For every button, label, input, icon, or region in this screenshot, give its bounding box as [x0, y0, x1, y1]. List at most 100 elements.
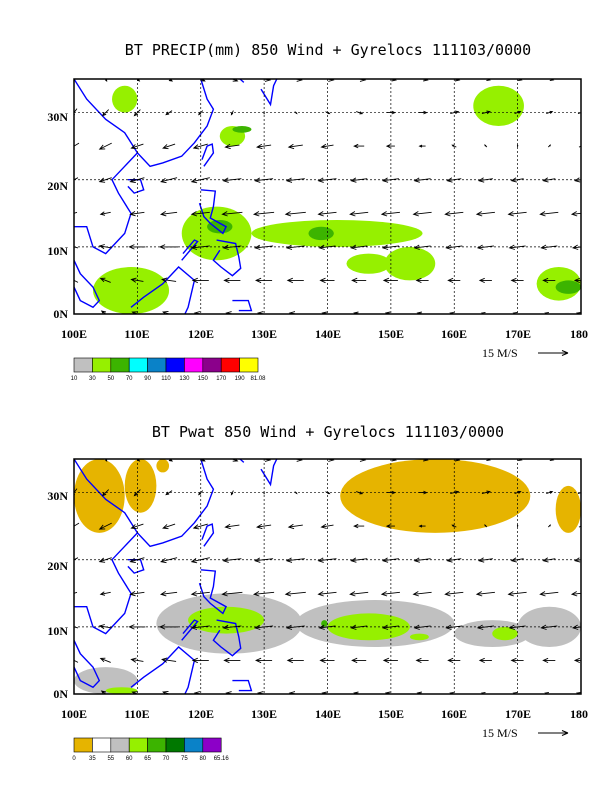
wind-arrow	[74, 522, 80, 529]
wind-arrow	[253, 624, 274, 630]
wind-arrow	[356, 491, 364, 495]
wind-arrow	[478, 277, 492, 284]
wind-arrow	[318, 244, 336, 250]
colorbar-swatch	[128, 357, 148, 373]
wind-arrow	[74, 557, 79, 561]
x-axis-ticks: 100E 110E 120E 130E 140E 150E 160E 170E …	[61, 707, 588, 721]
wind-arrow	[190, 244, 210, 250]
wind-arrow	[415, 277, 429, 284]
wind-arrow	[98, 177, 112, 183]
wind-arrow	[353, 143, 365, 149]
shaded-region	[207, 220, 233, 234]
coastline	[198, 189, 228, 235]
plot-frame	[73, 458, 582, 695]
wind-vectors-850	[74, 79, 581, 314]
plot-frame	[73, 78, 582, 315]
wind-arrow	[350, 624, 368, 630]
wind-arrow	[510, 657, 524, 664]
wind-arrow	[129, 177, 145, 183]
colorbar-swatch	[92, 737, 112, 753]
coastline	[130, 646, 196, 694]
wind-arrow	[254, 177, 274, 183]
colorbar-swatch	[165, 357, 185, 373]
wind-arrow	[130, 277, 144, 283]
wind-arrow	[350, 177, 368, 183]
x-tick-label: 160E	[441, 327, 467, 341]
shaded-region	[232, 126, 252, 133]
wind-arrow	[131, 311, 139, 314]
wind-arrow	[412, 211, 432, 217]
wind-arrow	[542, 177, 556, 183]
coastline	[201, 143, 215, 167]
colorbar-label: 170	[216, 376, 227, 382]
wind-arrow	[221, 211, 243, 217]
wind-arrow	[413, 244, 431, 250]
pwat-panel: BT Pwat 850 Wind + Gyrelocs 111103/0000 …	[47, 423, 588, 762]
wind-arrow	[418, 490, 428, 495]
wind-arrow	[353, 523, 365, 529]
precip-colorbar: 10 30 50 70 90 110 130 150 170 190 81.08	[71, 357, 266, 382]
coastline	[198, 569, 228, 615]
wind-arrow	[351, 277, 367, 284]
x-tick-label: 100E	[61, 707, 87, 721]
wind-arrow	[514, 490, 522, 495]
wind-arrow	[287, 523, 303, 530]
wind-arrow	[190, 557, 210, 564]
wind-arrow	[447, 277, 461, 284]
wind-arrow	[481, 110, 491, 115]
colorbar-swatch	[73, 737, 93, 753]
wind-arrow	[570, 211, 581, 217]
wind-arrow	[317, 557, 337, 563]
wind-arrow	[165, 490, 173, 496]
wind-arrow	[318, 624, 336, 630]
wind-arrow	[224, 523, 240, 530]
colorbar-swatch	[147, 737, 167, 753]
wind-arrow	[415, 657, 429, 664]
wind-arrow	[539, 211, 559, 217]
wind-arrow	[294, 111, 298, 115]
wind-arrow	[418, 524, 426, 528]
wind-arrow	[130, 143, 144, 150]
x-tick-label: 170E	[505, 707, 531, 721]
wind-arrow	[547, 144, 552, 148]
y-axis-ticks: 0N 10N 20N 30N	[47, 489, 68, 701]
colorbar-label: 55	[107, 756, 114, 762]
coastline	[136, 459, 215, 548]
y-tick-label: 10N	[47, 244, 68, 258]
wind-arrow	[413, 624, 431, 630]
wind-arrow	[129, 211, 145, 217]
wind-arrow	[222, 557, 242, 563]
wind-arrow	[294, 491, 298, 495]
wind-arrow	[446, 177, 462, 183]
colorbar-swatch	[184, 357, 204, 373]
wind-arrow	[475, 591, 495, 597]
wind-arrow	[162, 690, 171, 694]
y-tick-label: 10N	[47, 624, 68, 638]
wind-arrow	[129, 557, 145, 563]
wind-arrow	[447, 657, 461, 664]
shaded-region	[340, 459, 531, 533]
wind-arrow	[130, 523, 144, 530]
shaded-region	[251, 220, 423, 247]
wind-arrow	[351, 657, 367, 664]
colorbar-swatch	[220, 357, 240, 373]
coastline	[232, 299, 253, 312]
wind-arrow	[222, 177, 242, 183]
wind-vectors-850	[74, 459, 581, 694]
wind-arrow	[570, 591, 581, 597]
wind-arrow	[190, 591, 210, 597]
wind-arrow	[380, 211, 400, 217]
wind-arrow	[285, 177, 305, 183]
shaded-region	[105, 687, 138, 694]
wind-arrow	[223, 657, 241, 664]
wind-arrow	[413, 177, 431, 183]
x-tick-label: 100E	[61, 327, 87, 341]
wind-arrow	[190, 177, 210, 184]
wind-arrow	[516, 523, 519, 528]
wind-arrow	[380, 591, 400, 597]
wind-arrow	[198, 110, 204, 116]
shaded-region	[555, 280, 581, 294]
wind-arrow	[74, 279, 79, 283]
shaded-region	[473, 85, 524, 126]
wind-arrow	[386, 110, 396, 115]
